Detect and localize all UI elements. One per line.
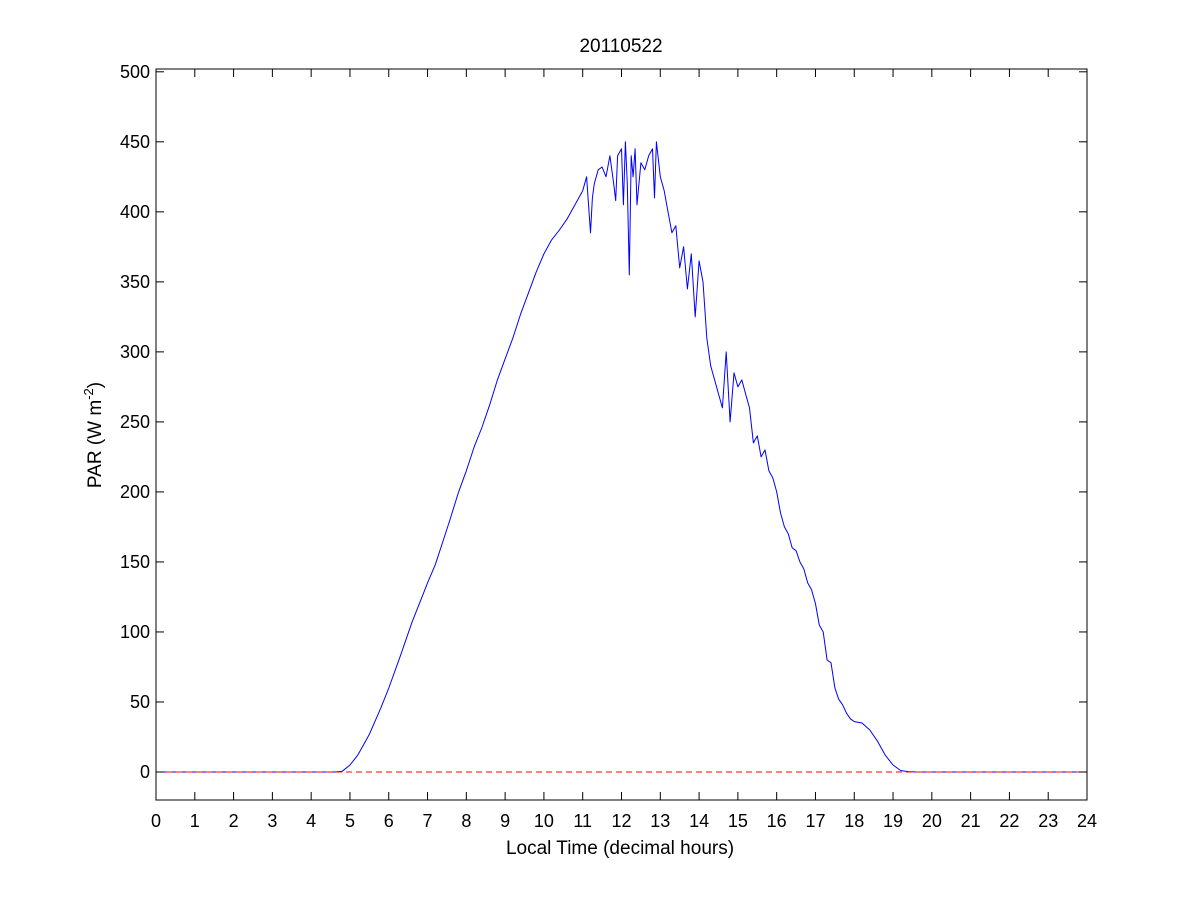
x-tick-label: 4 — [306, 811, 316, 831]
y-tick-label: 500 — [120, 62, 150, 82]
x-tick-label: 0 — [151, 811, 161, 831]
x-tick-label: 6 — [384, 811, 394, 831]
y-tick-label: 50 — [130, 692, 150, 712]
y-axis-label-main: PAR (W m — [85, 400, 106, 488]
x-tick-label: 17 — [805, 811, 825, 831]
x-tick-label: 22 — [999, 811, 1019, 831]
x-tick-label: 21 — [961, 811, 981, 831]
x-tick-label: 5 — [345, 811, 355, 831]
x-tick-label: 23 — [1038, 811, 1058, 831]
x-tick-label: 13 — [650, 811, 670, 831]
x-tick-label: 14 — [689, 811, 709, 831]
y-axis-label: PAR (W m-2) — [81, 382, 106, 488]
y-tick-label: 0 — [140, 762, 150, 782]
y-tick-label: 100 — [120, 622, 150, 642]
chart-title: 20110522 — [579, 36, 662, 57]
x-axis-label: Local Time (decimal hours) — [506, 838, 734, 859]
y-tick-label: 150 — [120, 552, 150, 572]
y-tick-label: 400 — [120, 202, 150, 222]
plot-area — [156, 69, 1087, 800]
x-tick-label: 19 — [883, 811, 903, 831]
y-tick-label: 300 — [120, 342, 150, 362]
series-layer — [156, 141, 1087, 773]
y-tick-label: 450 — [120, 132, 150, 152]
y-axis-ticks: 0 50 100 150 200 250 300 350 400 450 500 — [120, 62, 1087, 782]
y-tick-label: 250 — [120, 412, 150, 432]
x-tick-label: 8 — [461, 811, 471, 831]
x-tick-label: 3 — [267, 811, 277, 831]
x-axis-ticks: 0 1 2 3 4 5 6 7 8 9 10 11 12 13 14 15 16 17 18 19 20 21 22 23 24 — [151, 69, 1097, 831]
x-tick-label: 24 — [1077, 811, 1097, 831]
y-tick-label: 200 — [120, 482, 150, 502]
x-tick-label: 20 — [922, 811, 942, 831]
par-series-line — [156, 141, 1087, 773]
x-tick-label: 10 — [534, 811, 554, 831]
y-axis-label-close: ) — [85, 382, 106, 388]
x-tick-label: 9 — [500, 811, 510, 831]
x-tick-label: 15 — [728, 811, 748, 831]
x-tick-label: 7 — [423, 811, 433, 831]
x-tick-label: 12 — [611, 811, 631, 831]
y-axis-label-superscript: -2 — [81, 388, 96, 400]
x-tick-label: 18 — [844, 811, 864, 831]
y-tick-label: 350 — [120, 272, 150, 292]
x-tick-label: 11 — [573, 811, 592, 831]
x-tick-label: 2 — [229, 811, 239, 831]
x-tick-label: 16 — [767, 811, 787, 831]
x-tick-label: 1 — [190, 811, 200, 831]
